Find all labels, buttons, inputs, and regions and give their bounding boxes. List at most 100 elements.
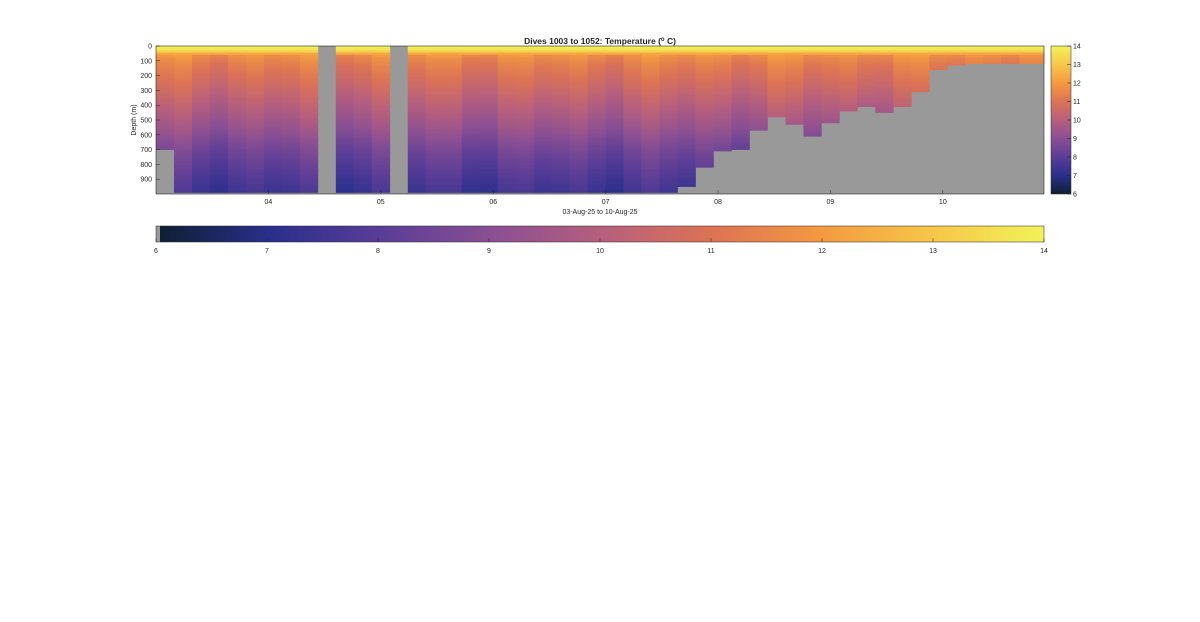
heatmap-cell bbox=[173, 134, 193, 138]
heatmap-cell bbox=[371, 174, 391, 178]
heatmap-cell bbox=[299, 48, 319, 51]
heatmap-cell bbox=[156, 97, 175, 100]
heatmap-cell bbox=[209, 183, 229, 187]
heatmap-cell bbox=[443, 181, 463, 184]
heatmap-cell bbox=[263, 161, 283, 164]
heatmap-cell bbox=[641, 176, 660, 180]
heatmap-cell bbox=[299, 65, 319, 69]
heatmap-cell bbox=[443, 108, 463, 111]
heatmap-cell bbox=[803, 132, 822, 136]
heatmap-cell bbox=[497, 137, 516, 140]
heatmap-cell bbox=[641, 157, 660, 160]
heatmap-cell bbox=[821, 90, 840, 93]
heatmap-cell bbox=[515, 105, 534, 109]
heatmap-cell bbox=[551, 121, 570, 124]
heatmap-cell bbox=[407, 150, 427, 153]
heatmap-cell bbox=[569, 119, 588, 122]
heatmap-cell bbox=[677, 132, 696, 136]
heatmap-cell bbox=[245, 65, 265, 69]
heatmap-cell bbox=[425, 159, 445, 162]
heatmap-cell bbox=[695, 57, 714, 60]
heatmap-cell bbox=[156, 85, 175, 89]
heatmap-cell bbox=[695, 77, 714, 80]
heatmap-cell bbox=[263, 108, 283, 111]
heatmap-cell bbox=[371, 83, 391, 87]
heatmap-cell bbox=[443, 68, 463, 71]
heatmap-cell bbox=[245, 143, 265, 147]
heatmap-cell bbox=[767, 97, 786, 100]
heatmap-cell bbox=[623, 59, 642, 62]
colorbar-right-tick-label: 14 bbox=[1073, 44, 1081, 51]
heatmap-cell bbox=[659, 110, 678, 113]
heatmap-cell bbox=[335, 72, 355, 76]
heatmap-cell bbox=[695, 152, 714, 156]
heatmap-cell bbox=[731, 68, 750, 71]
heatmap-cell bbox=[731, 74, 750, 78]
heatmap-cell bbox=[587, 94, 606, 98]
heatmap-cell bbox=[623, 83, 642, 87]
heatmap-cell bbox=[335, 185, 355, 189]
heatmap-cell bbox=[335, 101, 355, 105]
heatmap-cell bbox=[425, 139, 445, 142]
heatmap-cell bbox=[659, 154, 678, 158]
heatmap-cell bbox=[713, 143, 732, 147]
heatmap-cell bbox=[623, 94, 642, 98]
heatmap-cell bbox=[677, 99, 696, 102]
heatmap-cell bbox=[461, 190, 481, 193]
heatmap-cell bbox=[479, 52, 499, 56]
heatmap-cell bbox=[156, 143, 175, 147]
heatmap-cell bbox=[731, 128, 750, 131]
heatmap-cell bbox=[533, 99, 552, 102]
heatmap-cell bbox=[209, 70, 229, 73]
heatmap-cell bbox=[209, 145, 229, 149]
heatmap-cell bbox=[659, 159, 678, 162]
heatmap-cell bbox=[191, 168, 211, 171]
heatmap-cell bbox=[335, 63, 355, 67]
heatmap-cell bbox=[677, 77, 696, 80]
heatmap-cell bbox=[479, 190, 499, 193]
heatmap-cell bbox=[227, 176, 247, 180]
heatmap-cell bbox=[156, 114, 175, 118]
heatmap-cell bbox=[623, 179, 642, 182]
heatmap-cell bbox=[156, 103, 175, 107]
heatmap-cell bbox=[713, 54, 732, 58]
heatmap-cell bbox=[173, 174, 193, 178]
heatmap-cell bbox=[191, 125, 211, 129]
heatmap-cell bbox=[749, 103, 768, 107]
heatmap-cell bbox=[443, 119, 463, 122]
heatmap-cell bbox=[605, 57, 624, 60]
heatmap-cell bbox=[479, 72, 499, 76]
heatmap-cell bbox=[713, 139, 732, 142]
heatmap-cell bbox=[443, 121, 463, 124]
heatmap-cell bbox=[353, 83, 373, 87]
heatmap-cell bbox=[587, 57, 606, 60]
heatmap-cell bbox=[587, 74, 606, 78]
heatmap-cell bbox=[461, 123, 481, 127]
heatmap-cell bbox=[929, 57, 948, 60]
heatmap-cell bbox=[335, 176, 355, 180]
heatmap-cell bbox=[407, 68, 427, 71]
heatmap-cell bbox=[587, 54, 606, 58]
heatmap-cell bbox=[515, 94, 534, 98]
heatmap-cell bbox=[803, 114, 822, 118]
heatmap-cell bbox=[587, 174, 606, 178]
heatmap-cell bbox=[227, 123, 247, 127]
heatmap-cell bbox=[425, 59, 445, 62]
heatmap-cell bbox=[677, 68, 696, 71]
heatmap-cell bbox=[533, 88, 552, 91]
heatmap-cell bbox=[371, 165, 391, 169]
heatmap-cell bbox=[407, 159, 427, 162]
heatmap-cell bbox=[677, 59, 696, 62]
heatmap-cell bbox=[407, 168, 427, 171]
heatmap-cell bbox=[785, 65, 804, 69]
heatmap-cell bbox=[659, 52, 678, 56]
heatmap-cell bbox=[443, 88, 463, 91]
colorbar-right-tick-label: 10 bbox=[1073, 118, 1081, 125]
heatmap-cell bbox=[515, 101, 534, 105]
heatmap-cell bbox=[515, 123, 534, 127]
heatmap-cell bbox=[605, 125, 624, 129]
heatmap-cell bbox=[839, 90, 858, 93]
heatmap-cell bbox=[227, 174, 247, 178]
heatmap-cell bbox=[821, 103, 840, 107]
heatmap-cell bbox=[479, 139, 499, 142]
